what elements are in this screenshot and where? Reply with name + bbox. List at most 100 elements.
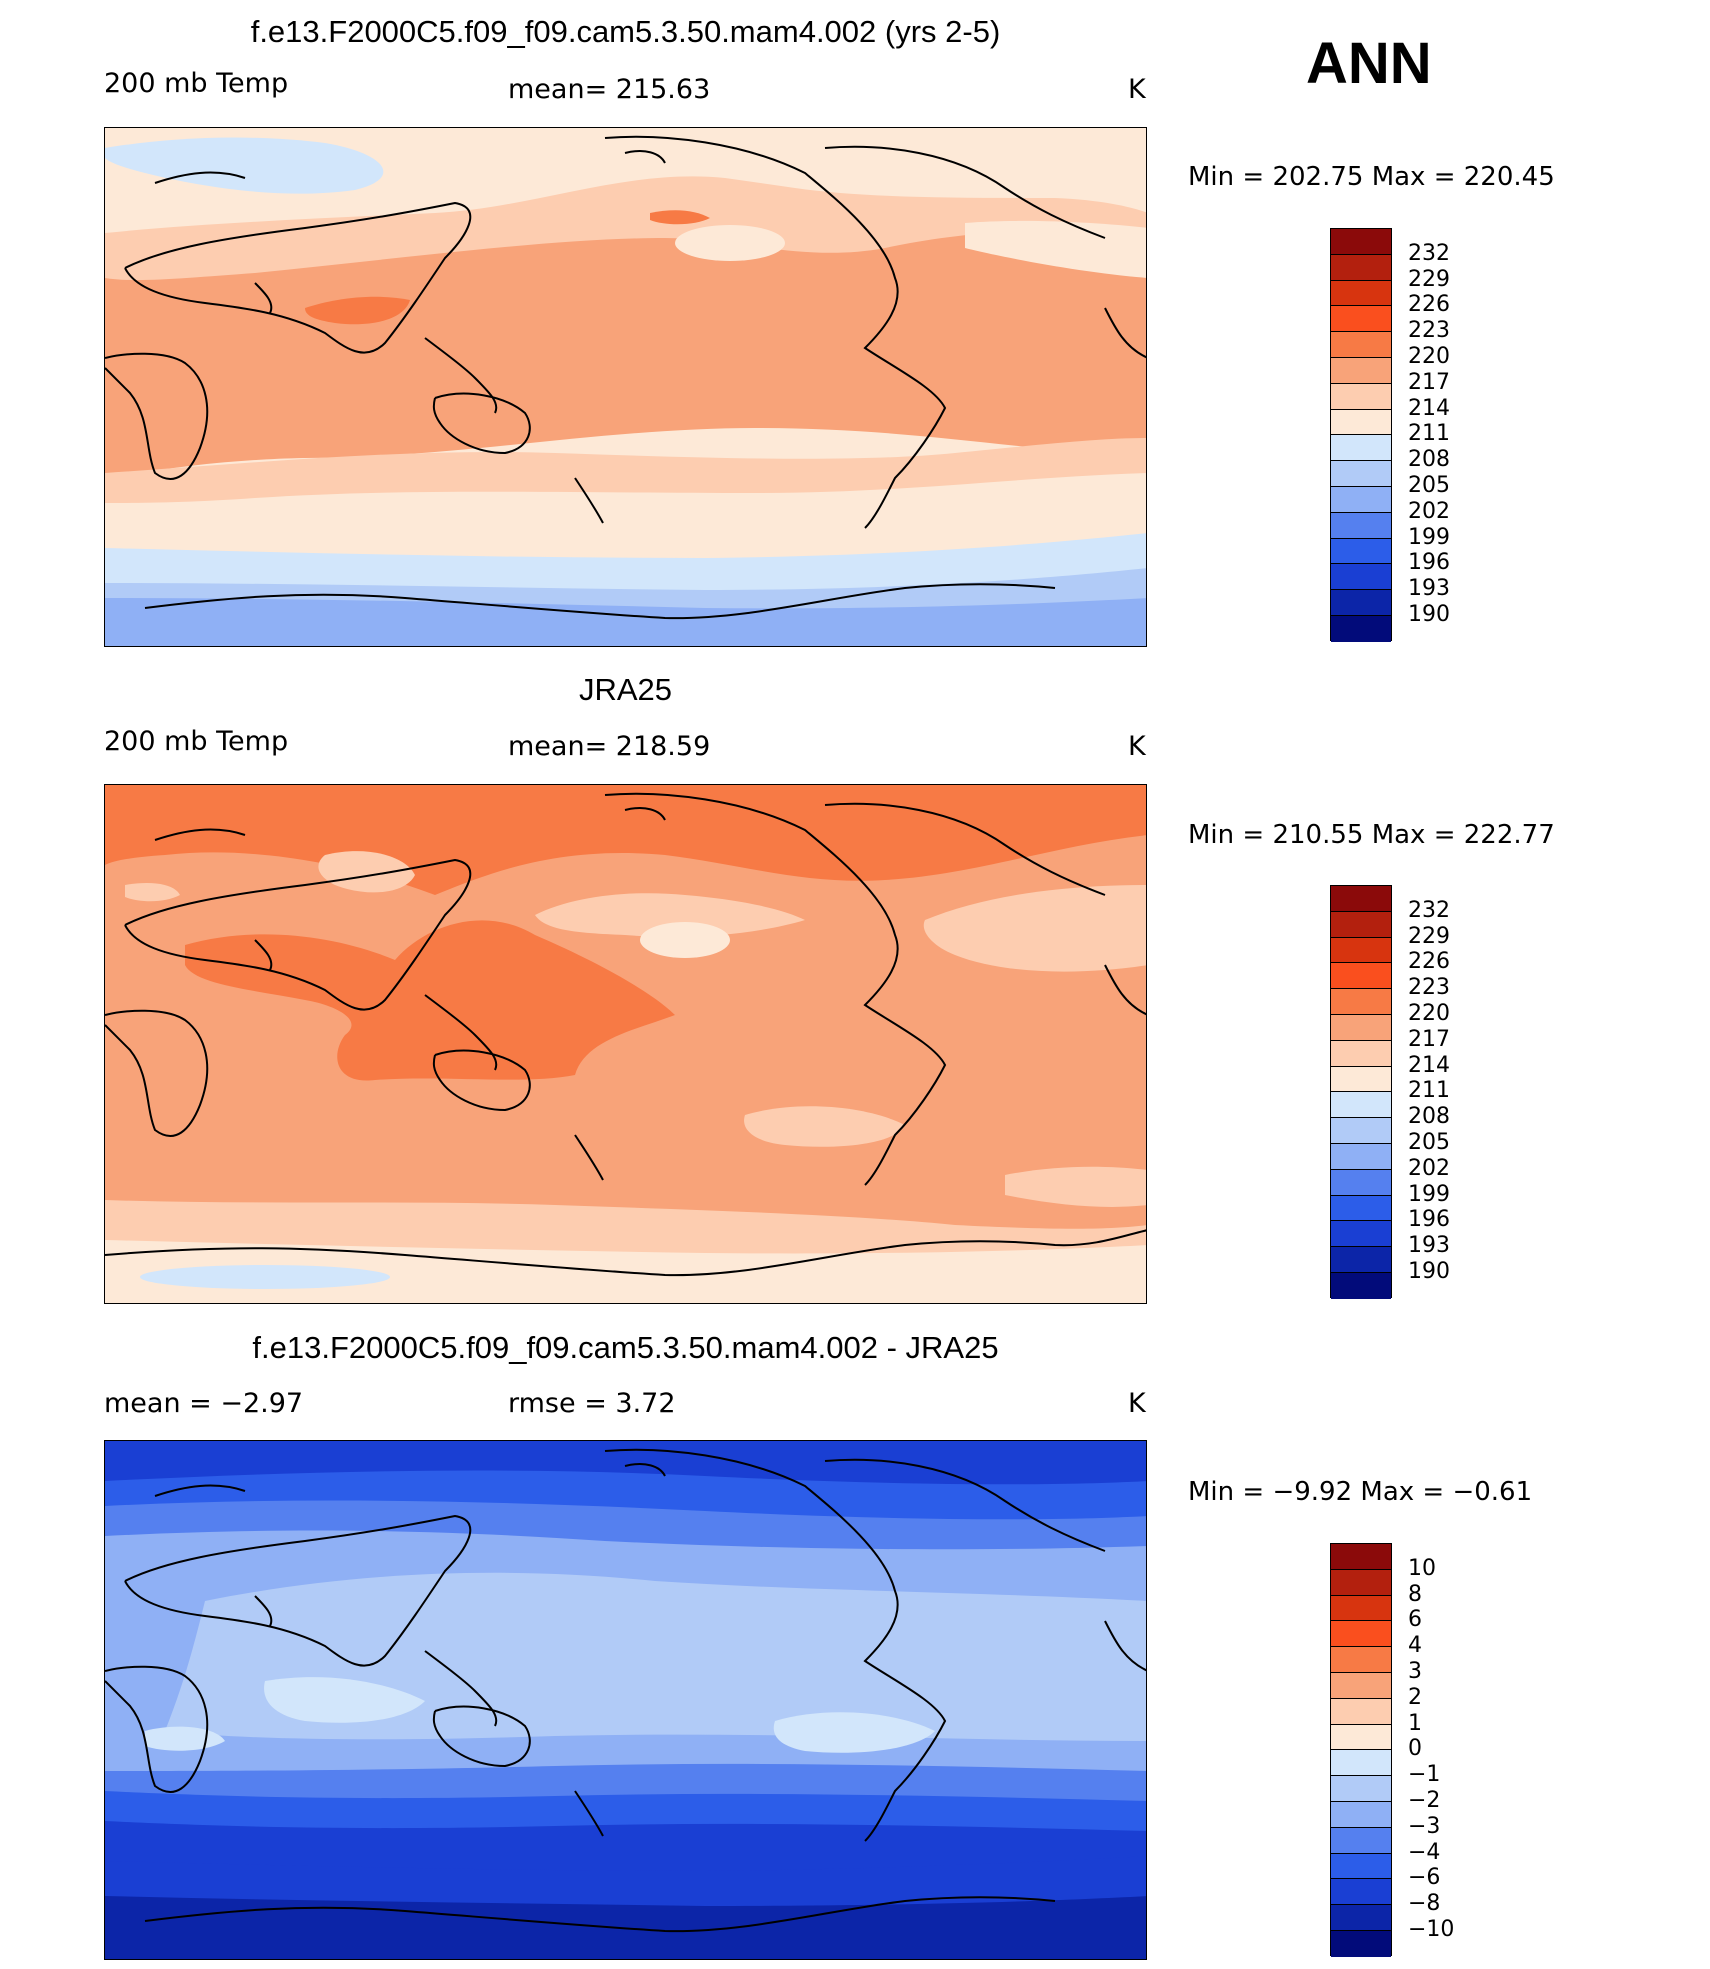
colorbar-tick-label: 3 [1408, 1659, 1422, 1684]
panel-2-units-label: K [1128, 731, 1146, 762]
colorbar-tick-label: 214 [1408, 1052, 1450, 1078]
panel-2-variable-label: 200 mb Temp [104, 726, 289, 757]
colorbar-tick-label: 229 [1408, 266, 1450, 292]
colorbar-tick-label: 217 [1408, 369, 1450, 395]
colorbar-tick-label: 202 [1408, 1155, 1450, 1181]
colorbar-swatch [1331, 1544, 1391, 1570]
colorbar-tick-label: −10 [1408, 1917, 1455, 1942]
colorbar-swatch [1331, 332, 1391, 358]
colorbar-swatch [1331, 512, 1391, 539]
colorbar-swatch [1331, 435, 1391, 462]
colorbar-tick-label: 232 [1408, 240, 1450, 266]
colorbar-swatch [1331, 1724, 1391, 1751]
colorbar-swatch [1331, 1040, 1391, 1067]
colorbar-tick-label: 220 [1408, 344, 1450, 369]
colorbar-tick-label: 199 [1408, 1181, 1450, 1207]
colorbar-tick-label: −8 [1408, 1891, 1441, 1917]
colorbar-swatch [1331, 564, 1391, 591]
colorbar-swatch [1331, 1092, 1391, 1119]
colorbar-tick-label: 6 [1408, 1607, 1422, 1633]
panel-2-mean-label: mean= 218.59 [508, 731, 711, 762]
colorbar-tick-label: 190 [1408, 602, 1450, 627]
panel-3-units-label: K [1128, 1388, 1146, 1419]
panel-3-map [104, 1440, 1147, 1960]
colorbar-tick-label: 211 [1408, 1078, 1450, 1104]
panel-2-colorbar [1330, 885, 1392, 1299]
colorbar-swatch [1331, 383, 1391, 410]
colorbar-tick-label: 10 [1408, 1555, 1436, 1581]
colorbar-tick-label: 226 [1408, 949, 1450, 975]
colorbar-swatch [1331, 1247, 1391, 1273]
colorbar-swatch [1331, 1827, 1391, 1854]
colorbar-swatch [1331, 886, 1391, 912]
colorbar-swatch [1331, 1272, 1391, 1299]
colorbar-swatch [1331, 615, 1391, 642]
colorbar-tick-label: 229 [1408, 923, 1450, 949]
colorbar-tick-label: 193 [1408, 576, 1450, 602]
colorbar-swatch [1331, 1879, 1391, 1906]
colorbar-tick-label: 214 [1408, 395, 1450, 421]
colorbar-swatch [1331, 1118, 1391, 1144]
colorbar-tick-label: 190 [1408, 1259, 1450, 1284]
colorbar-tick-label: 8 [1408, 1581, 1422, 1607]
colorbar-tick-label: −1 [1408, 1762, 1441, 1788]
panel-3-colorbar [1330, 1543, 1392, 1957]
colorbar-swatch [1331, 1595, 1391, 1622]
colorbar-swatch [1331, 229, 1391, 255]
colorbar-swatch [1331, 409, 1391, 436]
colorbar-tick-label: 193 [1408, 1233, 1450, 1259]
colorbar-tick-label: 208 [1408, 1104, 1450, 1130]
colorbar-tick-label: 211 [1408, 421, 1450, 447]
colorbar-tick-label: 208 [1408, 447, 1450, 473]
colorbar-swatch [1331, 1776, 1391, 1802]
panel-1-mean-label: mean= 215.63 [508, 74, 711, 105]
colorbar-swatch [1331, 1169, 1391, 1196]
colorbar-swatch [1331, 306, 1391, 333]
colorbar-tick-label: −3 [1408, 1813, 1441, 1839]
colorbar-swatch [1331, 1066, 1391, 1093]
panel-1-colorbar [1330, 228, 1392, 642]
colorbar-swatch [1331, 1750, 1391, 1777]
colorbar-swatch [1331, 1905, 1391, 1931]
panel-1-variable-label: 200 mb Temp [104, 68, 289, 99]
panel-3-title: f.e13.F2000C5.f09_f09.cam5.3.50.mam4.002… [252, 1330, 999, 1365]
colorbar-swatch [1331, 254, 1391, 281]
colorbar-swatch [1331, 357, 1391, 384]
colorbar-swatch [1331, 1930, 1391, 1957]
panel-3-rmse-label: rmse = 3.72 [508, 1388, 676, 1419]
colorbar-tick-label: 205 [1408, 1130, 1450, 1155]
colorbar-tick-label: 217 [1408, 1026, 1450, 1052]
colorbar-swatch [1331, 1569, 1391, 1596]
colorbar-tick-label: −2 [1408, 1788, 1441, 1813]
colorbar-tick-label: 1 [1408, 1710, 1422, 1736]
colorbar-swatch [1331, 937, 1391, 964]
panel-2-minmax: Min = 210.55 Max = 222.77 [1188, 820, 1555, 850]
colorbar-swatch [1331, 911, 1391, 938]
colorbar-tick-label: 223 [1408, 975, 1450, 1001]
colorbar-tick-label: 4 [1408, 1633, 1422, 1659]
colorbar-swatch [1331, 1647, 1391, 1673]
colorbar-tick-label: 2 [1408, 1684, 1422, 1710]
panel-2-title: JRA25 [578, 672, 673, 707]
panel-2-map [104, 784, 1147, 1304]
colorbar-swatch [1331, 1143, 1391, 1170]
colorbar-tick-label: 199 [1408, 524, 1450, 550]
colorbar-swatch [1331, 461, 1391, 487]
colorbar-tick-label: 223 [1408, 318, 1450, 344]
panel-1-title: f.e13.F2000C5.f09_f09.cam5.3.50.mam4.002… [250, 14, 1001, 49]
colorbar-tick-label: −6 [1408, 1865, 1441, 1891]
colorbar-swatch [1331, 590, 1391, 616]
colorbar-swatch [1331, 486, 1391, 513]
panel-3-minmax: Min = −9.92 Max = −0.61 [1188, 1477, 1533, 1507]
colorbar-tick-label: 232 [1408, 897, 1450, 923]
colorbar-swatch [1331, 1195, 1391, 1222]
season-label: ANN [1306, 31, 1432, 96]
panel-1-units-label: K [1128, 74, 1146, 105]
colorbar-tick-label: 0 [1408, 1736, 1422, 1762]
colorbar-tick-label: 226 [1408, 292, 1450, 318]
colorbar-swatch [1331, 280, 1391, 307]
colorbar-swatch [1331, 1014, 1391, 1041]
colorbar-tick-label: 205 [1408, 473, 1450, 498]
colorbar-tick-label: 196 [1408, 550, 1450, 576]
colorbar-swatch [1331, 963, 1391, 990]
